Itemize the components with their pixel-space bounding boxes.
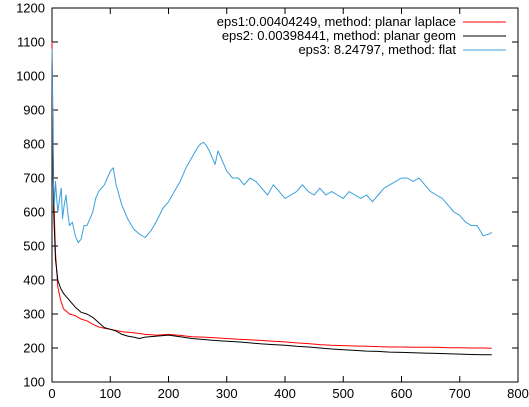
- y-tick-label: 1000: [16, 69, 45, 84]
- y-tick-label: 400: [23, 273, 45, 288]
- x-tick-label: 500: [332, 386, 354, 401]
- x-tick-label: 200: [158, 386, 180, 401]
- x-tick-label: 0: [48, 386, 55, 401]
- y-tick-label: 100: [23, 375, 45, 390]
- legend-label-2: eps2: 0.00398441, method: planar geom: [222, 28, 456, 43]
- y-tick-label: 700: [23, 171, 45, 186]
- x-tick-label: 800: [507, 386, 529, 401]
- series-line-1: [51, 41, 492, 349]
- x-tick-label: 700: [449, 386, 471, 401]
- y-tick-label: 600: [23, 205, 45, 220]
- legend-label-3: eps3: 8.24797, method: flat: [298, 42, 456, 57]
- y-tick-label: 500: [23, 239, 45, 254]
- y-tick-label: 1100: [17, 35, 45, 50]
- series-line-2: [51, 58, 492, 356]
- y-tick-label: 1200: [16, 1, 45, 16]
- y-tick-label: 900: [23, 103, 45, 118]
- y-tick-label: 200: [23, 341, 45, 356]
- series-line-3: [51, 48, 493, 244]
- plot-area-frame: [51, 7, 519, 383]
- series-lines: [51, 41, 493, 356]
- x-tick-label: 300: [216, 386, 238, 401]
- legend: eps1:0.00404249, method: planar laplacee…: [217, 14, 506, 57]
- x-tick-label: 100: [99, 386, 121, 401]
- x-tick-label: 600: [391, 386, 413, 401]
- axis-ticks: 0 100 200 300 400 500 600 700 800100200300400500…: [16, 1, 529, 402]
- legend-label-1: eps1:0.00404249, method: planar laplace: [217, 14, 456, 29]
- y-tick-label: 300: [23, 307, 45, 322]
- x-tick-label: 400: [274, 386, 296, 401]
- y-tick-label: 800: [23, 137, 45, 152]
